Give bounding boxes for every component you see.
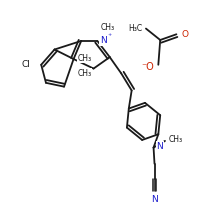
Text: Cl: Cl: [22, 60, 30, 69]
Text: CH₃: CH₃: [77, 54, 92, 63]
Text: O: O: [181, 30, 188, 39]
Text: ⁻O: ⁻O: [142, 62, 155, 72]
Text: N: N: [100, 37, 107, 45]
Text: CH₃: CH₃: [77, 69, 92, 78]
Text: CH₃: CH₃: [169, 134, 183, 143]
Text: N: N: [151, 195, 158, 204]
Text: N: N: [156, 142, 163, 151]
Text: CH₃: CH₃: [100, 23, 114, 32]
Text: ⁺: ⁺: [108, 32, 112, 41]
Text: H₃C: H₃C: [128, 24, 142, 33]
